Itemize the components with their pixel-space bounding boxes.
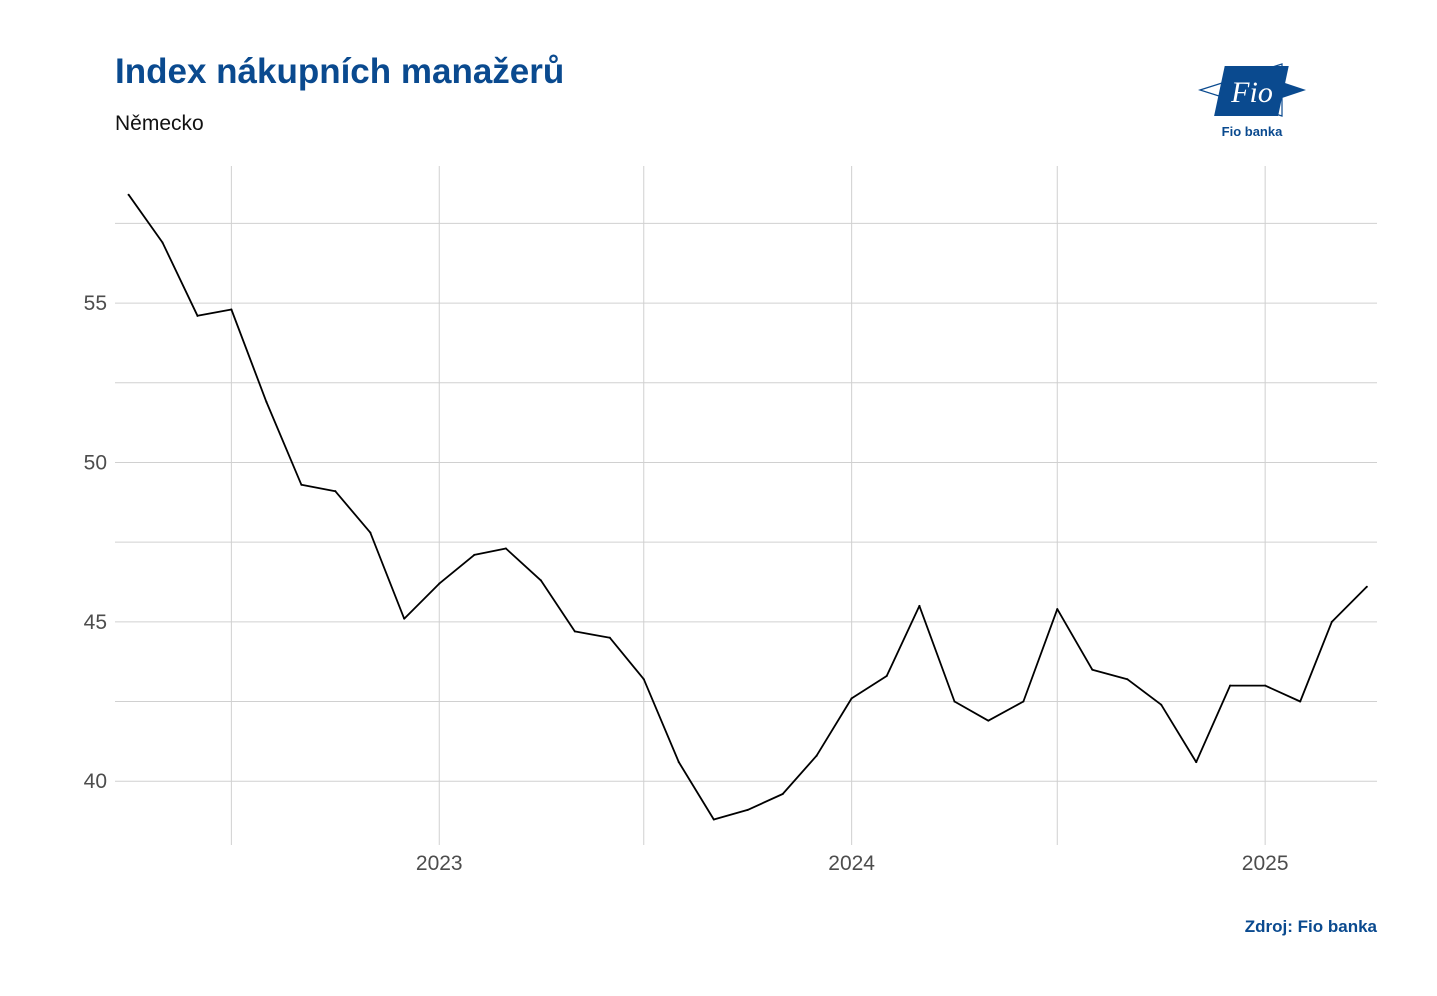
data-point	[746, 808, 749, 811]
grid-lines	[115, 166, 1377, 845]
data-point	[196, 314, 199, 317]
source-note: Zdroj: Fio banka	[1244, 917, 1377, 936]
data-point	[1229, 684, 1232, 687]
data-point	[438, 582, 441, 585]
data-point	[504, 547, 507, 550]
x-tick-label: 2025	[1242, 852, 1289, 875]
logo-label: Fio banka	[1221, 124, 1283, 139]
fio-logo-icon: Fio	[1198, 63, 1306, 117]
chart-title: Index nákupních manažerů	[115, 52, 565, 91]
x-tick-label: 2024	[828, 852, 875, 875]
data-point	[300, 483, 303, 486]
data-point	[918, 604, 921, 607]
data-point	[1056, 608, 1059, 611]
data-point	[850, 697, 853, 700]
data-point	[1264, 684, 1267, 687]
data-point	[1126, 678, 1129, 681]
data-point	[1330, 620, 1333, 623]
data-point	[1365, 585, 1368, 588]
data-point	[127, 193, 130, 196]
series-line	[127, 194, 1368, 821]
y-tick-label: 50	[84, 451, 107, 474]
data-point	[885, 675, 888, 678]
data-point	[473, 553, 476, 556]
x-tick-label: 2023	[416, 852, 463, 875]
data-point	[953, 700, 956, 703]
data-point	[1195, 761, 1198, 764]
y-tick-label: 55	[84, 292, 107, 315]
data-points	[127, 193, 1368, 821]
data-point	[642, 678, 645, 681]
data-point	[1299, 700, 1302, 703]
y-tick-label: 40	[84, 770, 107, 793]
data-point	[539, 579, 542, 582]
axis-labels: 40 45 50 55 2023 2024 2025	[84, 292, 1289, 875]
data-point	[677, 761, 680, 764]
data-point	[712, 818, 715, 821]
data-point	[334, 490, 337, 493]
data-point	[369, 531, 372, 534]
logo-mark-text: Fio	[1230, 76, 1273, 109]
data-point	[815, 754, 818, 757]
chart-subtitle: Německo	[115, 112, 204, 135]
data-point	[608, 636, 611, 639]
data-point	[161, 241, 164, 244]
data-point	[265, 400, 268, 403]
data-point	[781, 792, 784, 795]
data-point	[573, 630, 576, 633]
data-point	[1160, 703, 1163, 706]
data-point	[403, 617, 406, 620]
data-point	[230, 308, 233, 311]
data-point	[1022, 700, 1025, 703]
data-point	[987, 719, 990, 722]
data-point	[1091, 668, 1094, 671]
y-tick-label: 45	[84, 611, 107, 634]
